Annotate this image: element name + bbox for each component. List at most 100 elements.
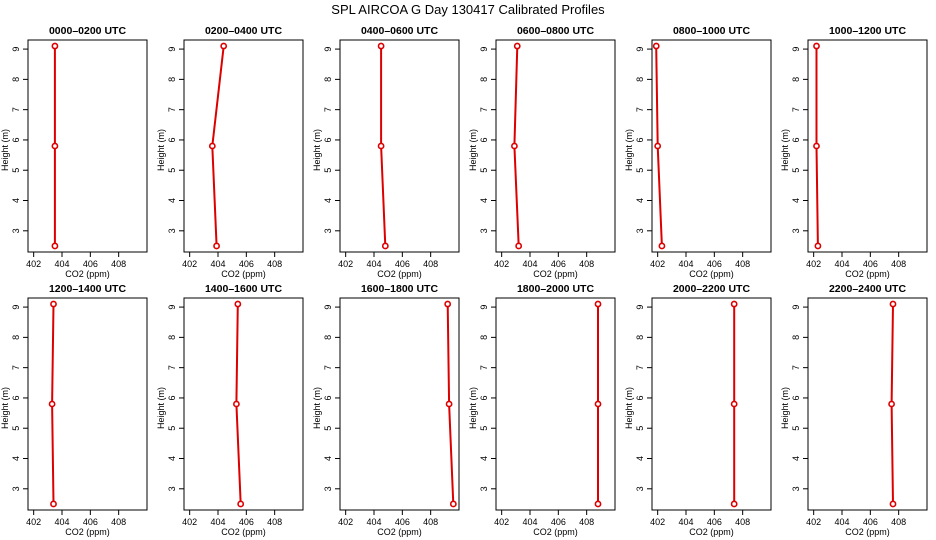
y-tick-label: 6 (11, 137, 21, 142)
x-tick-label: 406 (239, 259, 254, 269)
y-tick-label: 6 (323, 137, 333, 142)
x-tick-label: 408 (579, 517, 594, 527)
data-point (51, 242, 59, 250)
x-tick-label: 408 (111, 517, 126, 527)
x-tick-label: 408 (579, 259, 594, 269)
y-tick-label: 9 (479, 305, 489, 310)
y-tick-label: 8 (791, 335, 801, 340)
y-tick-label: 9 (167, 305, 177, 310)
y-tick-label: 6 (479, 137, 489, 142)
y-tick-label: 4 (635, 456, 645, 461)
y-tick-label: 9 (323, 47, 333, 52)
x-tick-label: 408 (735, 517, 750, 527)
y-tick-label: 5 (11, 168, 21, 173)
x-axis-label: CO2 (ppm) (845, 527, 890, 537)
y-tick-label: 8 (323, 77, 333, 82)
y-tick-label: 5 (479, 168, 489, 173)
data-point (213, 242, 220, 250)
x-tick-label: 402 (338, 259, 353, 269)
y-tick-label: 8 (479, 335, 489, 340)
y-tick-label: 7 (479, 365, 489, 370)
data-point (51, 42, 59, 50)
data-point (730, 400, 738, 408)
y-axis-label: Height (m) (156, 129, 166, 171)
y-tick-label: 5 (11, 426, 21, 431)
y-tick-label: 8 (167, 335, 177, 340)
y-tick-label: 9 (479, 47, 489, 52)
x-axis-label: CO2 (ppm) (65, 527, 110, 537)
y-tick-label: 4 (11, 456, 21, 461)
data-point (511, 142, 518, 150)
y-axis-label: Height (m) (624, 129, 634, 171)
y-tick-label: 4 (791, 198, 801, 203)
y-tick-label: 4 (791, 456, 801, 461)
data-point (444, 300, 452, 308)
x-tick-label: 406 (395, 259, 410, 269)
data-point (513, 42, 521, 50)
y-tick-label: 8 (791, 77, 801, 82)
panel-title: 1200–1400 UTC (49, 283, 126, 295)
panel-title: 1000–1200 UTC (829, 25, 906, 37)
plot-frame (651, 297, 772, 511)
plot-frame (495, 39, 616, 253)
x-tick-label: 404 (834, 259, 849, 269)
x-tick-label: 408 (267, 517, 282, 527)
x-tick-label: 406 (863, 517, 878, 527)
y-tick-label: 7 (11, 107, 21, 112)
data-point (515, 242, 523, 250)
panel-title: 1600–1800 UTC (361, 283, 438, 295)
x-tick-label: 404 (678, 259, 693, 269)
y-tick-label: 8 (635, 335, 645, 340)
y-tick-label: 3 (323, 486, 333, 491)
x-tick-label: 406 (551, 259, 566, 269)
x-tick-label: 404 (522, 517, 537, 527)
panel-title: 0000–0200 UTC (49, 25, 126, 37)
y-tick-label: 6 (11, 395, 21, 400)
y-tick-label: 5 (635, 168, 645, 173)
y-tick-label: 5 (791, 168, 801, 173)
data-point (48, 400, 56, 408)
y-tick-label: 6 (167, 137, 177, 142)
x-axis-label: CO2 (ppm) (221, 527, 266, 537)
plot-frame (495, 297, 616, 511)
y-tick-label: 4 (323, 198, 333, 203)
data-point (449, 500, 457, 508)
y-tick-label: 7 (635, 107, 645, 112)
x-tick-label: 406 (707, 517, 722, 527)
y-tick-label: 7 (167, 365, 177, 370)
data-point (813, 42, 820, 50)
y-tick-label: 9 (635, 305, 645, 310)
y-tick-label: 7 (11, 365, 21, 370)
x-axis-label: CO2 (ppm) (65, 269, 110, 279)
y-tick-label: 4 (323, 456, 333, 461)
x-axis-label: CO2 (ppm) (533, 269, 578, 279)
x-tick-label: 404 (834, 517, 849, 527)
x-tick-label: 402 (494, 517, 509, 527)
y-tick-label: 4 (479, 198, 489, 203)
x-tick-label: 406 (83, 517, 98, 527)
x-tick-label: 404 (210, 259, 225, 269)
x-tick-label: 402 (26, 259, 41, 269)
y-tick-label: 3 (167, 486, 177, 491)
y-axis-label: Height (m) (780, 129, 790, 171)
plot-frame (651, 39, 772, 253)
y-tick-label: 9 (635, 47, 645, 52)
y-tick-label: 8 (323, 335, 333, 340)
y-tick-label: 5 (791, 426, 801, 431)
data-point (888, 400, 895, 408)
y-tick-label: 8 (635, 77, 645, 82)
y-tick-label: 7 (791, 107, 801, 112)
y-tick-label: 6 (791, 137, 801, 142)
x-tick-label: 408 (735, 259, 750, 269)
data-point (889, 500, 897, 508)
data-point (730, 300, 738, 308)
